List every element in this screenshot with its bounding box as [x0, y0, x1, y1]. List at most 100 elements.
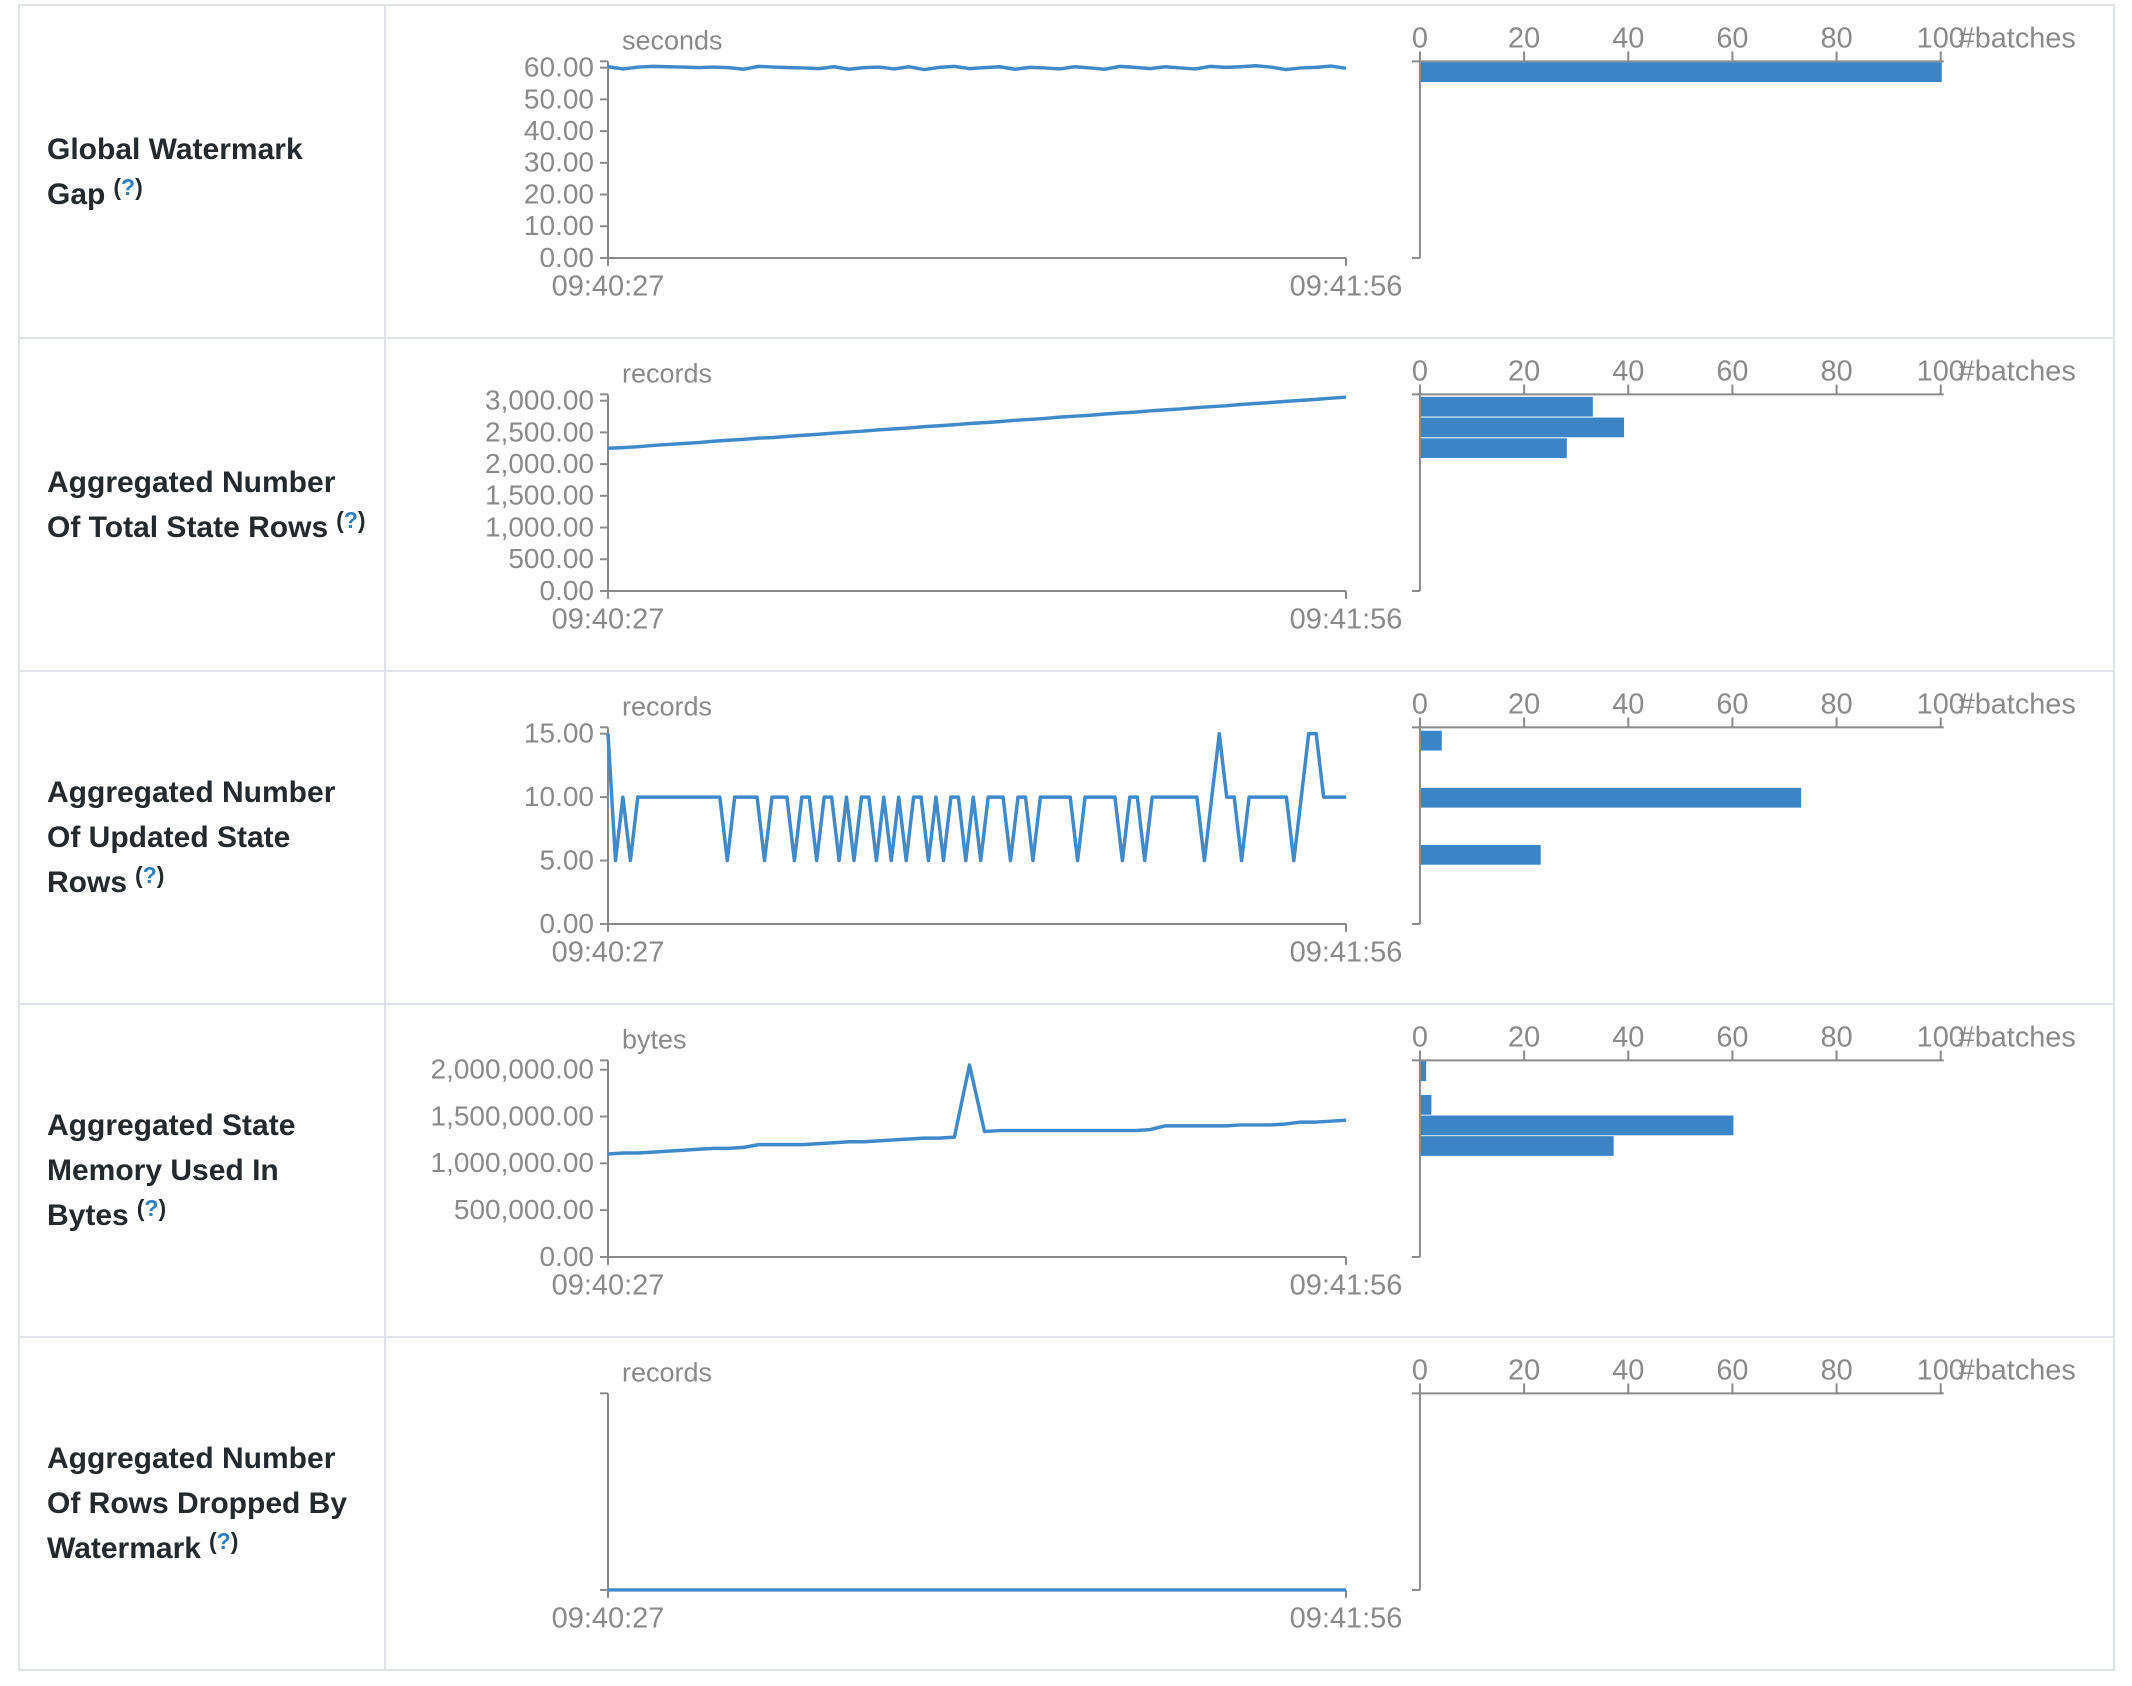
- timeline-chart: seconds 60.0050.0040.0030.0020.0010.000.0…: [524, 26, 1403, 303]
- timeline-chart-cell: records 09:40:27 09:41:56: [386, 1338, 1411, 1669]
- histogram-chart: 0 20 40 60 80 100#batches: [1412, 23, 2076, 259]
- help-question-icon: ?: [144, 1195, 159, 1221]
- metric-label-cell: Aggregated Number Of Rows Dropped By Wat…: [20, 1338, 386, 1669]
- svg-text:#batches: #batches: [1959, 1355, 2076, 1387]
- svg-text:20: 20: [1508, 1355, 1540, 1387]
- svg-text:60: 60: [1716, 23, 1748, 55]
- svg-text:09:40:27: 09:40:27: [552, 271, 665, 303]
- svg-text:20: 20: [1508, 23, 1540, 55]
- svg-text:1,000.00: 1,000.00: [485, 512, 594, 543]
- metric-label: Aggregated Number Of Updated State Rows(…: [20, 770, 377, 905]
- metric-row-updated-state-rows: Aggregated Number Of Updated State Rows(…: [20, 672, 2113, 1005]
- svg-text:2,500.00: 2,500.00: [485, 416, 594, 447]
- histogram-chart: 0 20 40 60 80 100#batches: [1412, 356, 2076, 592]
- svg-text:0: 0: [1412, 1022, 1428, 1054]
- help-question-icon: ?: [142, 862, 157, 888]
- svg-text:3,000.00: 3,000.00: [485, 385, 594, 416]
- metric-label: Aggregated Number Of Rows Dropped By Wat…: [20, 1436, 377, 1571]
- svg-text:#batches: #batches: [1959, 1022, 2076, 1054]
- histogram-cell: 0 20 40 60 80 100 #batches: [1411, 1338, 2113, 1669]
- timeline-chart: records 09:40:27 09:41:56: [552, 1358, 1403, 1635]
- svg-text:80: 80: [1821, 1355, 1853, 1387]
- svg-text:60: 60: [1716, 689, 1748, 721]
- svg-text:1,500.00: 1,500.00: [485, 480, 594, 511]
- timeline-chart: records 3,000.002,500.002,000.001,500.001…: [485, 359, 1402, 636]
- histogram-cell: 0 20 40 60 80 100 #batches: [1411, 672, 2113, 1003]
- svg-text:#batches: #batches: [1959, 23, 2076, 55]
- help-question-icon: ?: [121, 173, 136, 200]
- metric-label-cell: Aggregated Number Of Total State Rows (?): [20, 339, 386, 670]
- svg-text:80: 80: [1821, 356, 1853, 388]
- help-tooltip[interactable]: (?): [113, 174, 142, 200]
- svg-text:records: records: [622, 359, 712, 389]
- help-paren-close: ): [156, 862, 165, 888]
- help-tooltip[interactable]: (?): [135, 862, 164, 888]
- svg-text:60.00: 60.00: [524, 52, 594, 83]
- help-paren-close: ): [158, 1195, 167, 1221]
- svg-text:60: 60: [1716, 356, 1748, 388]
- help-paren-close: ): [135, 173, 143, 200]
- histogram-chart: 0 20 40 60 80 100#batches: [1412, 1355, 2076, 1591]
- svg-text:80: 80: [1821, 689, 1853, 721]
- histogram-cell: 0 20 40 60 80 100 #batches: [1411, 6, 2113, 337]
- svg-text:500,000.00: 500,000.00: [454, 1194, 594, 1225]
- help-paren-open: (: [135, 862, 143, 888]
- histogram-cell: 0 20 40 60 80 100 #batches: [1411, 1005, 2113, 1336]
- svg-text:20.00: 20.00: [524, 179, 594, 210]
- svg-text:09:41:56: 09:41:56: [1290, 1603, 1403, 1635]
- timeline-chart: bytes 2,000,000.00 1,500,000.00 1,000,000.0…: [431, 1025, 1403, 1302]
- svg-text:#batches: #batches: [1959, 356, 2076, 388]
- svg-text:09:41:56: 09:41:56: [1290, 271, 1403, 303]
- svg-text:20: 20: [1508, 689, 1540, 721]
- svg-text:bytes: bytes: [622, 1025, 687, 1055]
- svg-text:80: 80: [1821, 1022, 1853, 1054]
- help-paren-open: (: [208, 1528, 217, 1554]
- metric-label: Aggregated State Memory Used In Bytes (?): [20, 1103, 377, 1238]
- svg-text:seconds: seconds: [622, 26, 723, 56]
- svg-text:09:40:27: 09:40:27: [552, 1603, 665, 1635]
- histogram-chart: 0 20 40 60 80 100#batches: [1412, 1022, 2076, 1258]
- svg-text:0: 0: [1412, 356, 1428, 388]
- help-tooltip[interactable]: (?): [137, 1195, 166, 1221]
- timeline-chart-cell: records 15.00 10.00 5.00 0.00 09:40:27 09:41:5…: [386, 672, 1411, 1003]
- svg-text:10.00: 10.00: [524, 210, 594, 241]
- svg-text:100: 100: [1917, 689, 1965, 721]
- svg-text:09:41:56: 09:41:56: [1290, 937, 1403, 969]
- svg-text:0.00: 0.00: [540, 242, 594, 273]
- svg-text:09:41:56: 09:41:56: [1290, 1270, 1403, 1302]
- metric-label-title: Aggregated Number Of Rows Dropped By Wat…: [47, 1442, 348, 1565]
- help-paren-close: ): [230, 1528, 239, 1554]
- metric-label-title: Aggregated Number Of Updated State Rows: [47, 776, 336, 899]
- svg-text:5.00: 5.00: [540, 845, 594, 876]
- svg-text:records: records: [622, 692, 712, 722]
- svg-text:20: 20: [1508, 1022, 1540, 1054]
- help-paren-open: (: [113, 173, 122, 200]
- streaming-metrics-table: Global Watermark Gap (?) seconds 60.00 50.0…: [18, 4, 2115, 1671]
- svg-text:0.00: 0.00: [540, 1241, 594, 1272]
- svg-text:100: 100: [1917, 23, 1965, 55]
- metric-label-cell: Global Watermark Gap (?): [20, 6, 386, 337]
- svg-text:records: records: [622, 1358, 712, 1388]
- svg-text:100: 100: [1917, 1022, 1965, 1054]
- help-question-icon: ?: [343, 506, 358, 533]
- help-tooltip[interactable]: (?): [209, 1528, 238, 1554]
- metric-label-title: Aggregated State Memory Used In Bytes: [47, 1109, 296, 1232]
- svg-text:0: 0: [1412, 689, 1428, 721]
- metric-label-cell: Aggregated Number Of Updated State Rows(…: [20, 672, 386, 1003]
- svg-text:100: 100: [1917, 1355, 1965, 1387]
- metric-label: Aggregated Number Of Total State Rows (?): [20, 460, 377, 550]
- svg-text:0.00: 0.00: [540, 575, 594, 606]
- svg-text:60: 60: [1716, 1355, 1748, 1387]
- svg-text:09:40:27: 09:40:27: [552, 937, 665, 969]
- metric-label-title: Aggregated Number Of Total State Rows: [47, 465, 336, 544]
- svg-text:0: 0: [1412, 1355, 1428, 1387]
- svg-text:10.00: 10.00: [524, 781, 594, 812]
- svg-text:20: 20: [1508, 356, 1540, 388]
- svg-text:40: 40: [1612, 1022, 1644, 1054]
- svg-text:2,000.00: 2,000.00: [485, 448, 594, 479]
- svg-text:50.00: 50.00: [524, 83, 594, 114]
- help-paren-open: (: [136, 1195, 145, 1221]
- help-tooltip[interactable]: (?): [336, 507, 365, 533]
- help-paren-open: (: [336, 506, 344, 533]
- svg-text:40: 40: [1612, 689, 1644, 721]
